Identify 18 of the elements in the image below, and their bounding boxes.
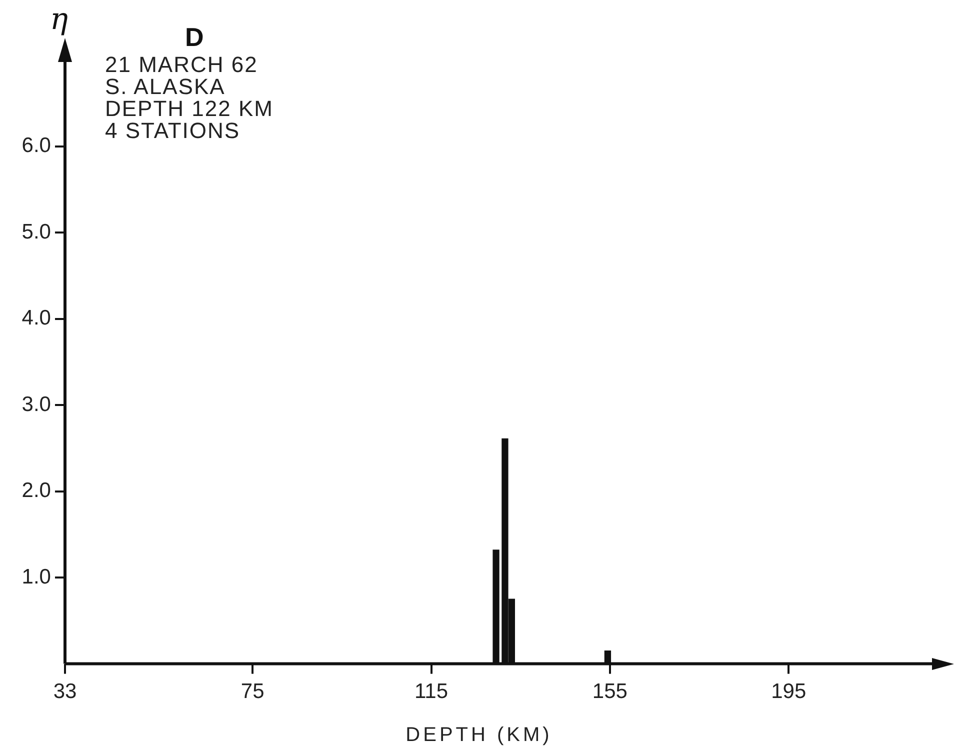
annotation: S. ALASKA [105,74,226,99]
y-tick-label: 5.0 [22,220,51,244]
x-tick-label: 33 [53,680,77,704]
annotation: DEPTH 122 KM [105,96,274,121]
x-tick-label: 155 [592,680,628,704]
y-tick-label: 1.0 [22,565,51,588]
y-tick-label: 3.0 [22,392,51,416]
y-tick-label: 2.0 [22,479,51,502]
x-tick-label: 195 [771,680,806,704]
annotation: 4 STATIONS [105,118,242,143]
x-tick-label: 115 [414,680,448,704]
y-axis-title: η [50,2,68,37]
y-tick-label: 4.0 [22,306,51,330]
annotation: 21 MARCH 62 [105,52,259,77]
chart-title: D [185,22,204,53]
x-axis-title: DEPTH (KM) [404,724,554,747]
x-tick-label: 75 [240,680,264,704]
y-tick-label: 6.0 [22,134,51,158]
